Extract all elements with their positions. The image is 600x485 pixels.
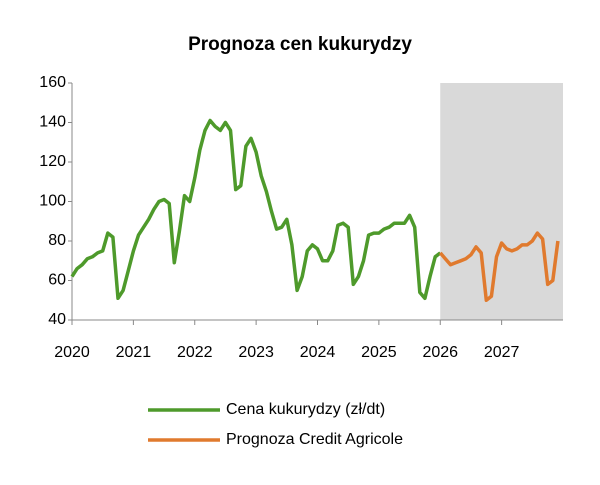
x-tick-label: 2026 bbox=[422, 344, 458, 361]
y-tick-label: 100 bbox=[39, 193, 66, 210]
x-tick-label: 2021 bbox=[116, 344, 152, 361]
x-tick-label: 2024 bbox=[300, 344, 336, 361]
series-line bbox=[438, 231, 560, 303]
chart-title: Prognoza cen kukurydzy bbox=[188, 34, 412, 55]
y-tick-label: 160 bbox=[39, 74, 66, 91]
legend-label: Cena kukurydzy (zł/dt) bbox=[226, 401, 385, 418]
x-tick-label: 2025 bbox=[361, 344, 397, 361]
y-tick-label: 120 bbox=[39, 153, 66, 170]
x-tick-label: 2022 bbox=[177, 344, 213, 361]
y-tick-label: 140 bbox=[39, 114, 66, 131]
x-tick-label: 2027 bbox=[484, 344, 520, 361]
x-tick-label: 2023 bbox=[238, 344, 274, 361]
y-tick-label: 80 bbox=[48, 232, 66, 249]
series-line bbox=[70, 118, 442, 301]
y-tick-label: 60 bbox=[48, 272, 66, 289]
y-tick-label: 40 bbox=[48, 311, 66, 328]
legend-label: Prognoza Credit Agricole bbox=[226, 431, 403, 448]
x-tick-label: 2020 bbox=[54, 344, 90, 361]
forecast-shade bbox=[440, 83, 563, 320]
